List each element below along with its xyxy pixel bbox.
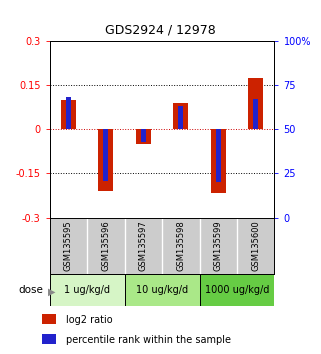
Bar: [125, 274, 200, 306]
Bar: [200, 274, 274, 306]
Text: GSM135599: GSM135599: [214, 221, 223, 272]
Text: log2 ratio: log2 ratio: [66, 315, 112, 325]
Text: GSM135595: GSM135595: [64, 221, 73, 272]
Bar: [42, 314, 56, 324]
Bar: [50, 274, 125, 306]
Bar: [211, 129, 226, 193]
Bar: [248, 78, 263, 129]
Bar: [99, 129, 113, 191]
Bar: [141, 129, 146, 142]
Text: GSM135598: GSM135598: [176, 221, 185, 272]
Bar: [178, 106, 183, 129]
Text: GDS2924 / 12978: GDS2924 / 12978: [105, 23, 216, 36]
Bar: [136, 129, 151, 144]
Text: GSM135600: GSM135600: [251, 221, 260, 272]
Text: GSM135596: GSM135596: [101, 221, 110, 272]
Bar: [61, 100, 76, 129]
Text: 1 ug/kg/d: 1 ug/kg/d: [64, 285, 110, 295]
Bar: [216, 129, 221, 182]
Bar: [42, 334, 56, 344]
Text: GSM135597: GSM135597: [139, 221, 148, 272]
Bar: [66, 97, 71, 129]
Bar: [173, 103, 188, 129]
Bar: [103, 129, 108, 181]
Text: percentile rank within the sample: percentile rank within the sample: [66, 335, 231, 345]
Text: 1000 ug/kg/d: 1000 ug/kg/d: [205, 285, 269, 295]
Bar: [253, 99, 258, 129]
Text: ▶: ▶: [48, 286, 56, 296]
Text: 10 ug/kg/d: 10 ug/kg/d: [136, 285, 188, 295]
Text: dose: dose: [19, 285, 43, 295]
